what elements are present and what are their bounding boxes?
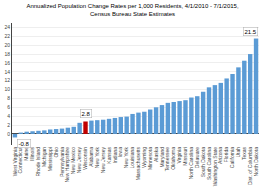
svg-text:18: 18 bbox=[4, 51, 10, 57]
svg-text:22: 22 bbox=[4, 33, 10, 39]
svg-text:Texas: Texas bbox=[241, 147, 247, 161]
svg-text:6: 6 bbox=[7, 104, 10, 110]
svg-text:Missouri: Missouri bbox=[182, 147, 188, 166]
svg-text:Alaska: Alaska bbox=[153, 147, 159, 162]
svg-text:Tennessee: Tennessee bbox=[164, 147, 170, 171]
svg-text:Minnesota: Minnesota bbox=[147, 147, 153, 170]
svg-text:West Virginia: West Virginia bbox=[12, 147, 18, 176]
svg-text:Indiana: Indiana bbox=[112, 147, 118, 164]
svg-text:Virginia: Virginia bbox=[176, 147, 182, 164]
svg-text:Illinois: Illinois bbox=[29, 147, 35, 161]
svg-text:Wyoming: Wyoming bbox=[141, 147, 147, 168]
svg-text:North Dakota: North Dakota bbox=[253, 147, 259, 177]
svg-text:Arizona: Arizona bbox=[217, 147, 223, 164]
svg-text:Washington State: Washington State bbox=[212, 147, 218, 187]
svg-text:20: 20 bbox=[4, 42, 10, 48]
svg-text:North Carolina: North Carolina bbox=[188, 147, 194, 179]
svg-text:Alabama: Alabama bbox=[88, 147, 94, 167]
svg-text:Utah: Utah bbox=[235, 147, 241, 158]
svg-text:New York: New York bbox=[94, 147, 100, 169]
svg-text:New Hampshire: New Hampshire bbox=[64, 147, 70, 183]
svg-text:Iowa: Iowa bbox=[117, 147, 123, 158]
svg-text:Delaware: Delaware bbox=[194, 147, 200, 168]
svg-text:Louisiana: Louisiana bbox=[129, 147, 135, 169]
svg-text:10: 10 bbox=[4, 86, 10, 92]
svg-text:Connecticut: Connecticut bbox=[17, 146, 23, 173]
svg-text:South Dakota: South Dakota bbox=[200, 147, 206, 178]
svg-text:Massachusetts: Massachusetts bbox=[135, 147, 141, 181]
svg-text:Annualized Population Change R: Annualized Population Change Rates per 1… bbox=[26, 3, 238, 17]
svg-text:12: 12 bbox=[4, 77, 10, 83]
svg-text:0: 0 bbox=[7, 131, 10, 137]
svg-text:2: 2 bbox=[7, 122, 10, 128]
svg-text:Oklahoma: Oklahoma bbox=[170, 147, 176, 170]
svg-text:South Carolina: South Carolina bbox=[206, 147, 212, 180]
svg-text:Mississippi: Mississippi bbox=[47, 147, 53, 171]
svg-text:14: 14 bbox=[4, 69, 10, 75]
svg-text:Rhode Island: Rhode Island bbox=[35, 147, 41, 177]
svg-text:Florida: Florida bbox=[223, 147, 229, 163]
svg-text:New Jersey: New Jersey bbox=[76, 147, 82, 174]
svg-text:16: 16 bbox=[4, 60, 10, 66]
svg-text:21.5: 21.5 bbox=[245, 29, 257, 35]
svg-text:New Mexico: New Mexico bbox=[70, 147, 76, 174]
svg-text:Maine: Maine bbox=[23, 147, 29, 161]
svg-text:Wisconsin: Wisconsin bbox=[82, 147, 88, 170]
svg-text:New Jersey: New Jersey bbox=[100, 147, 106, 174]
svg-text:4: 4 bbox=[7, 113, 10, 119]
svg-text:24: 24 bbox=[4, 24, 10, 30]
svg-text:Ohio: Ohio bbox=[53, 147, 59, 158]
svg-text:Kansas: Kansas bbox=[106, 147, 112, 164]
svg-text:8: 8 bbox=[7, 95, 10, 101]
svg-text:New York: New York bbox=[123, 147, 129, 169]
svg-text:Michigan: Michigan bbox=[41, 147, 47, 167]
svg-text:-0.8: -0.8 bbox=[19, 141, 30, 147]
svg-text:California: California bbox=[229, 147, 235, 168]
svg-text:Dist. of Columbia: Dist. of Columbia bbox=[247, 147, 253, 185]
svg-text:Maryland: Maryland bbox=[159, 147, 165, 168]
svg-text:Pennsylvania: Pennsylvania bbox=[59, 147, 65, 177]
svg-text:2.8: 2.8 bbox=[82, 111, 91, 117]
